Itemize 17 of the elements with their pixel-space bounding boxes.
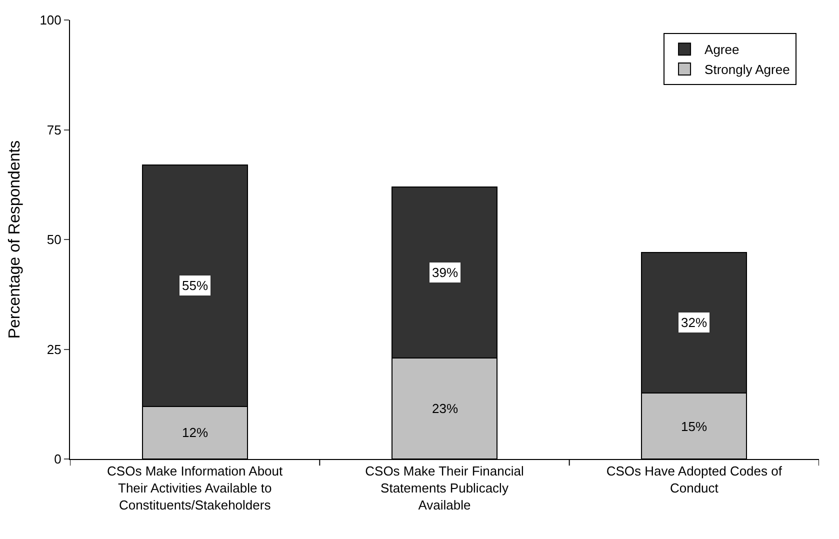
data-label: 39% bbox=[432, 265, 458, 280]
y-tick-label: 25 bbox=[46, 342, 62, 357]
y-tick-label: 75 bbox=[46, 122, 62, 138]
legend-label: Strongly Agree bbox=[704, 62, 790, 78]
y-tick-label: 50 bbox=[46, 232, 62, 248]
legend-label: Agree bbox=[704, 42, 740, 58]
x-tick-label: CSOs Make Their Financial Statements Publicacly Available bbox=[365, 464, 524, 512]
y-tick-label: 100 bbox=[40, 12, 62, 28]
data-label: 12% bbox=[182, 425, 208, 440]
x-tick-label: CSOs Make Information About Their Activities Available to Constituents/Stakeholders bbox=[107, 464, 284, 512]
data-label: 55% bbox=[182, 278, 208, 293]
y-tick-label: 0 bbox=[54, 452, 62, 467]
data-label: 15% bbox=[681, 419, 708, 434]
data-label: 32% bbox=[681, 315, 708, 330]
data-label: 23% bbox=[432, 401, 458, 416]
y-axis-title: Percentage of Respondents bbox=[6, 140, 24, 339]
x-tick-label: CSOs Have Adopted Codes of Conduct bbox=[606, 464, 782, 496]
